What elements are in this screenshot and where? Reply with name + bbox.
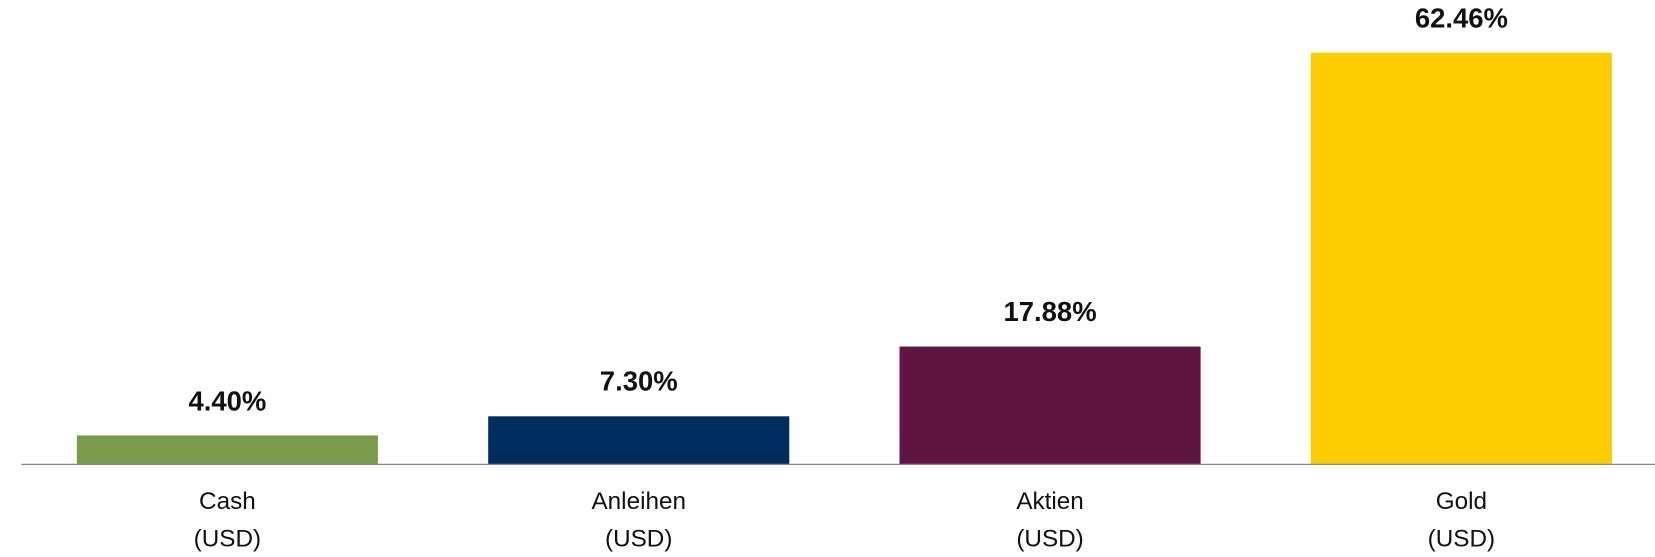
bar: [76, 435, 378, 465]
bar: [488, 416, 790, 465]
bar: [1310, 52, 1612, 465]
value-label: 7.30%: [599, 365, 678, 398]
value-label: 62.46%: [1414, 2, 1508, 34]
value-label: 4.40%: [188, 384, 267, 417]
x-tick-label: Cash (USD): [193, 486, 262, 553]
bar: [899, 346, 1201, 465]
x-tick-label: Aktien (USD): [1016, 486, 1084, 553]
x-tick-label: Anleihen (USD): [591, 486, 686, 553]
x-tick-label: Gold (USD): [1427, 486, 1496, 553]
value-label: 17.88%: [1003, 295, 1097, 328]
